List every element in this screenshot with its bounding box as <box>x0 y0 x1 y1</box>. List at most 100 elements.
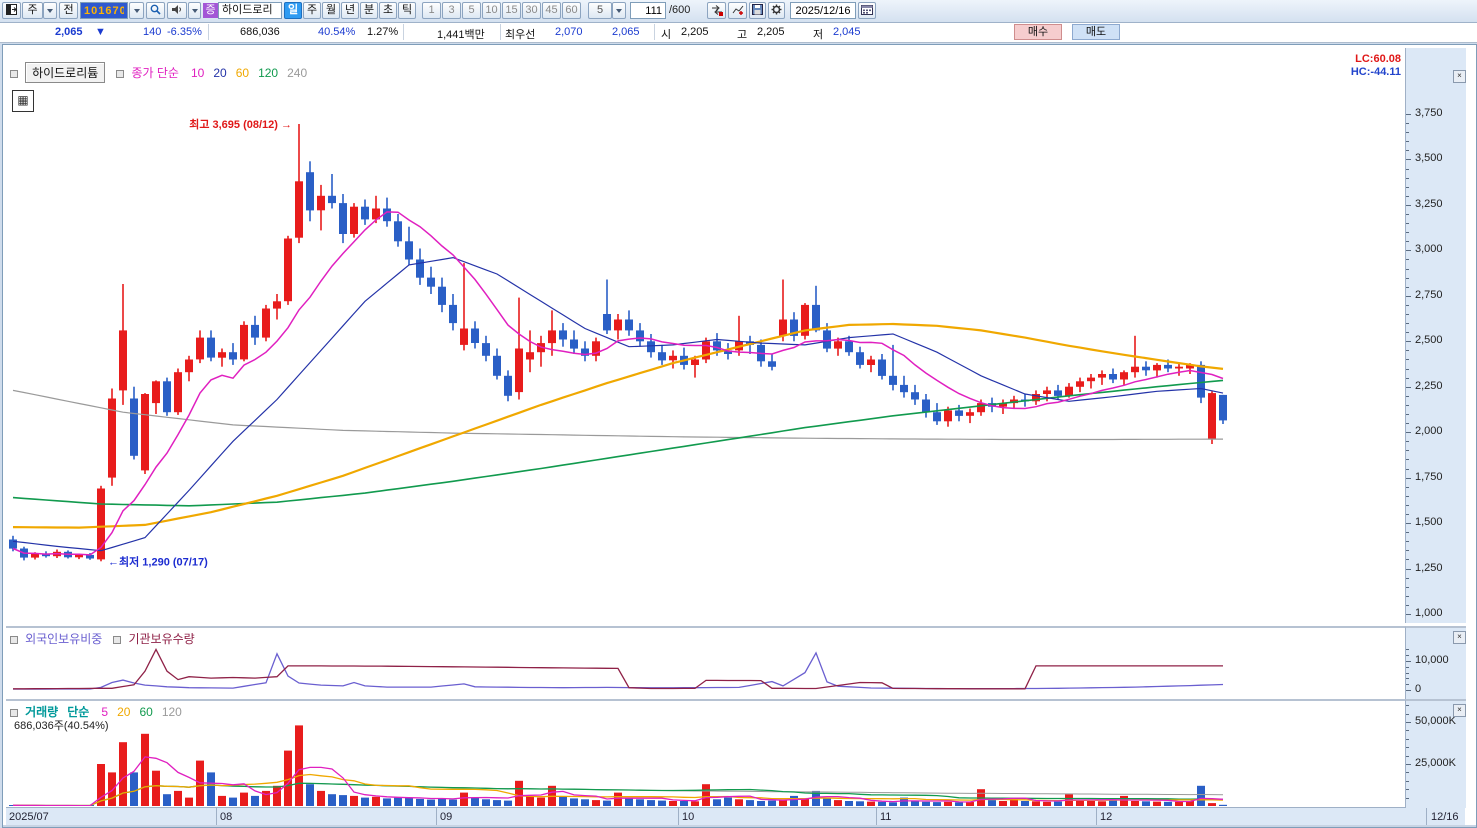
axis-main-label: 3,250 <box>1415 198 1443 210</box>
grid-tool-icon[interactable]: ▦ <box>12 90 34 112</box>
volume-panel[interactable]: 거래량 단순 5 20 60 120 686,036주(40.54%) <box>6 699 1405 808</box>
save-icon[interactable] <box>749 2 766 19</box>
low-annotation: ←최저 1,290 (07/17) <box>108 554 208 568</box>
interval-button-15[interactable]: 15 <box>502 2 521 19</box>
interval-button-1[interactable]: 1 <box>422 2 441 19</box>
open-label: 시 <box>661 29 672 41</box>
compare-stock-icon[interactable] <box>707 2 726 19</box>
low-price: 2,045 <box>833 26 861 38</box>
axis-main-label: 3,750 <box>1415 107 1443 119</box>
axis-main-label: 2,500 <box>1415 334 1443 346</box>
volume-ma-period-label-60[interactable]: 60 <box>139 705 153 719</box>
ma-period-label-240[interactable]: 240 <box>287 66 308 80</box>
volume-panel-close-icon[interactable]: × <box>1453 704 1466 717</box>
best-quote-label: 최우선 <box>505 29 536 41</box>
high-price: 2,205 <box>757 26 785 38</box>
chart-date-input[interactable] <box>790 2 856 19</box>
calendar-icon[interactable] <box>858 2 876 19</box>
interval-button-5[interactable]: 5 <box>462 2 481 19</box>
legend-handle-icon[interactable] <box>113 636 122 645</box>
interval-dropdown-icon[interactable] <box>612 2 626 19</box>
interval-select[interactable]: 5 <box>588 2 612 19</box>
period-button-틱[interactable]: 틱 <box>398 2 416 19</box>
interval-button-60[interactable]: 60 <box>562 2 581 19</box>
interval-button-10[interactable]: 10 <box>482 2 501 19</box>
low-label: 저 <box>813 29 824 41</box>
settings-gear-icon[interactable] <box>768 2 785 19</box>
volume-ma-title: 단순 <box>67 705 90 719</box>
holdings-panel-close-icon[interactable]: × <box>1453 631 1466 644</box>
search-icon[interactable] <box>146 2 165 19</box>
prev-stock-button[interactable]: 전 <box>59 2 78 19</box>
main-price-panel[interactable]: 최고 3,695 (08/12) → ←최저 1,290 (07/17) 하이드로… <box>6 48 1405 623</box>
volume-legend: 거래량 단순 5 20 60 120 <box>10 703 182 720</box>
symbol-label[interactable]: 하이드로리튬 <box>25 62 106 83</box>
best-ask: 2,070 <box>555 26 583 38</box>
bottom-scroll-strip[interactable] <box>3 825 1476 827</box>
volume-ma-period-label-5[interactable]: 5 <box>101 705 109 719</box>
time-axis-label: 09 <box>440 811 453 823</box>
sell-button[interactable]: 매도 <box>1072 24 1120 40</box>
axis-main-label: 1,000 <box>1415 607 1443 619</box>
legend-handle-icon[interactable] <box>116 70 125 79</box>
volume-ma-period-label-20[interactable]: 20 <box>117 705 131 719</box>
period-button-분[interactable]: 분 <box>360 2 378 19</box>
quick-period-dropdown-icon[interactable] <box>43 2 57 19</box>
period-button-일[interactable]: 일 <box>284 2 302 19</box>
best-bid: 2,065 <box>612 26 640 38</box>
ma-period-label-20[interactable]: 20 <box>213 66 227 80</box>
candlestick-canvas[interactable]: 최고 3,695 (08/12) → ←최저 1,290 (07/17) <box>6 48 1405 623</box>
holdings-panel[interactable]: 외국인보유비중 기관보유수량 <box>6 626 1405 699</box>
stock-code-input[interactable] <box>80 2 128 19</box>
volume-ma-period-label-120[interactable]: 120 <box>161 705 182 719</box>
legend-handle-icon[interactable] <box>10 636 18 645</box>
panel-toggle-icon[interactable] <box>2 2 21 19</box>
speaker-icon[interactable] <box>167 2 187 19</box>
axis-main-label: 2,750 <box>1415 289 1443 301</box>
axis-vol-label: 25,000K <box>1415 757 1456 769</box>
lc-hc-readout: LC:60.08 HC:-44.11 <box>1301 53 1401 79</box>
axis-main-label: 1,500 <box>1415 516 1443 528</box>
ma-period-list: 10 20 60 120 240 <box>182 66 308 80</box>
price-info-bar: 2,065 ▼ 140 -6.35% 686,036 40.54% 1.27% … <box>0 23 1477 43</box>
period-button-월[interactable]: 월 <box>322 2 340 19</box>
axis-main-label: 3,000 <box>1415 243 1443 255</box>
current-volume-text: 686,036주(40.54%) <box>14 720 109 732</box>
legend-handle-icon[interactable] <box>10 70 18 79</box>
change-value: 140 <box>143 26 162 38</box>
axis-main-label: 1,250 <box>1415 562 1443 574</box>
current-price: 2,065 <box>55 26 83 38</box>
interval-button-3[interactable]: 3 <box>442 2 461 19</box>
chart-area: 최고 3,695 (08/12) → ←최저 1,290 (07/17) 하이드로… <box>2 44 1477 828</box>
period-button-년[interactable]: 년 <box>341 2 359 19</box>
legend-handle-icon[interactable] <box>10 709 18 718</box>
change-percent: -6.35% <box>167 26 202 38</box>
period-button-주[interactable]: 주 <box>303 2 321 19</box>
ma-period-label-120[interactable]: 120 <box>258 66 279 80</box>
ma-period-label-10[interactable]: 10 <box>191 66 205 80</box>
volume-ratio: 40.54% <box>318 26 356 38</box>
main-panel-close-icon[interactable]: × <box>1453 70 1466 83</box>
main-legend: 하이드로리튬 종가 단순 10 20 60 120 240 <box>10 62 307 83</box>
holdings-canvas[interactable] <box>6 628 1405 697</box>
market-badge: 증 <box>203 3 218 18</box>
add-indicator-icon[interactable] <box>728 2 747 19</box>
axis-vol-label: 50,000K <box>1415 715 1456 727</box>
institution-legend-label: 기관보유수량 <box>128 632 195 646</box>
period-button-초[interactable]: 초 <box>379 2 397 19</box>
volume-canvas[interactable] <box>6 701 1405 806</box>
axis-mid-label: 10,000 <box>1415 654 1449 666</box>
ma-period-label-60[interactable]: 60 <box>235 66 250 80</box>
code-dropdown-icon[interactable] <box>129 2 144 19</box>
buy-button[interactable]: 매수 <box>1014 24 1062 40</box>
interval-button-45[interactable]: 45 <box>542 2 561 19</box>
quick-period-button[interactable]: 주 <box>22 2 43 19</box>
interval-button-30[interactable]: 30 <box>522 2 541 19</box>
stock-name-field[interactable]: 하이드로리 <box>218 2 282 19</box>
speaker-dropdown-icon[interactable] <box>188 2 201 19</box>
time-axis-label: 2025/07 <box>9 811 49 823</box>
time-axis: 2025/07 08 09 10 11 12 12/16 <box>6 807 1465 826</box>
candle-count-input[interactable] <box>630 2 666 19</box>
